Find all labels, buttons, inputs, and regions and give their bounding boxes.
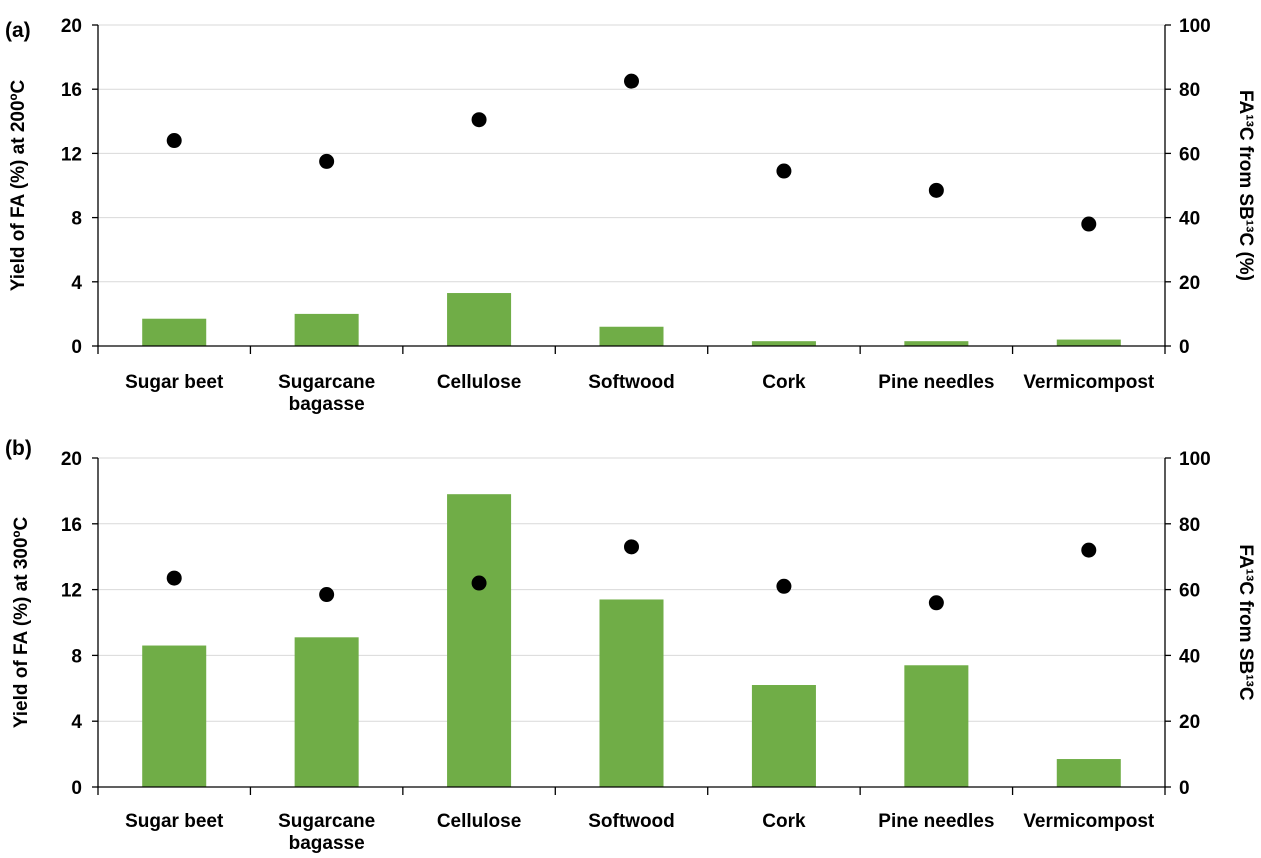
x-tick-label: Vermicompost: [1023, 811, 1155, 832]
x-tick-label-line: Cork: [762, 811, 806, 832]
scatter-point: [1081, 216, 1097, 232]
y-tick-label: 16: [61, 515, 82, 536]
y2-axis-title: FA¹³C from SB¹³C (%): [1235, 90, 1256, 281]
x-tick-label: Sugarcane bagasse: [278, 372, 375, 415]
bar: [599, 599, 664, 787]
y-tick-label: 0: [71, 337, 82, 358]
bar: [751, 685, 816, 787]
x-tick-label-line: Pine needles: [878, 811, 994, 832]
x-tick-label-line: Sugar beet: [125, 372, 224, 393]
x-tick-label: Softwood: [588, 372, 675, 393]
y2-tick-label: 40: [1179, 209, 1200, 230]
bar: [1056, 339, 1121, 346]
scatter-point: [319, 153, 335, 169]
scatter-point: [928, 182, 944, 198]
bar: [751, 341, 816, 346]
x-tick-label-line: Softwood: [588, 811, 675, 832]
scatter-point: [776, 163, 792, 179]
y2-tick-label: 20: [1179, 712, 1200, 733]
y-tick-label: 8: [71, 209, 82, 230]
x-tick-label-line: bagasse: [289, 394, 365, 415]
panel-label: (b): [5, 437, 32, 460]
x-tick-label-line: Pine needles: [878, 372, 994, 393]
y2-tick-label: 60: [1179, 144, 1200, 165]
y-tick-label: 20: [61, 449, 82, 470]
bar: [447, 293, 512, 346]
y-tick-label: 20: [61, 16, 82, 37]
y2-tick-label: 80: [1179, 515, 1200, 536]
x-tick-label-line: Cellulose: [437, 372, 521, 393]
y-axis-title: Yield of FA (%) at 200ºC: [8, 80, 29, 292]
scatter-point: [928, 595, 944, 611]
bar: [294, 313, 359, 346]
scatter-point: [1081, 542, 1097, 558]
y2-tick-label: 60: [1179, 581, 1200, 602]
x-tick-label: Sugar beet: [125, 372, 224, 393]
y-axis-title: Yield of FA (%) at 300ºC: [11, 517, 32, 729]
scatter-point: [471, 112, 487, 128]
bar: [1056, 759, 1121, 787]
y-tick-label: 0: [71, 778, 82, 799]
y-tick-label: 12: [61, 144, 82, 165]
bar: [294, 637, 359, 787]
scatter-point: [776, 578, 792, 594]
scatter-point: [319, 587, 335, 603]
bar: [142, 318, 207, 346]
y2-tick-label: 20: [1179, 273, 1200, 294]
x-tick-label-line: Vermicompost: [1023, 372, 1155, 393]
y-tick-label: 12: [61, 581, 82, 602]
scatter-point: [624, 539, 639, 555]
y2-tick-label: 100: [1179, 449, 1211, 470]
bar: [142, 645, 207, 787]
x-tick-label: Softwood: [588, 811, 675, 832]
x-tick-label: Sugarcane bagasse: [278, 811, 375, 854]
y2-tick-label: 0: [1179, 778, 1190, 799]
x-tick-label-line: Sugarcane: [278, 372, 375, 393]
bar: [904, 665, 969, 787]
bar: [599, 326, 664, 346]
x-tick-label: Sugar beet: [125, 811, 224, 832]
x-tick-label: Vermicompost: [1023, 372, 1155, 393]
x-tick-label-line: Sugar beet: [125, 811, 224, 832]
x-tick-label-line: Cellulose: [437, 811, 521, 832]
y2-axis-title: FA¹³C from SB¹³C: [1235, 544, 1256, 700]
y2-tick-label: 0: [1179, 337, 1190, 358]
x-tick-label: Cellulose: [437, 372, 521, 393]
y2-tick-label: 80: [1179, 80, 1200, 101]
bar: [904, 341, 969, 346]
y-tick-label: 4: [71, 712, 82, 733]
panel-a: 0 4 8 12 16 20 0 20 40 60 80 100 Sugar beet Sugarcane…: [5, 16, 1256, 415]
x-tick-label-line: Vermicompost: [1023, 811, 1155, 832]
scatter-point: [166, 570, 182, 586]
y2-tick-label: 100: [1179, 16, 1211, 37]
x-tick-label: Pine needles: [878, 372, 994, 393]
panel-label: (a): [5, 19, 31, 42]
bar: [447, 494, 512, 787]
x-tick-label-line: Cork: [762, 372, 806, 393]
x-tick-label: Cellulose: [437, 811, 521, 832]
panel-b: 0 4 8 12 16 20 0 20 40 60 80 100 Sugar beet Sugarcane…: [5, 437, 1256, 854]
y-tick-label: 8: [71, 646, 82, 667]
x-tick-label: Cork: [762, 372, 806, 393]
y-tick-label: 4: [71, 273, 82, 294]
x-tick-label-line: Softwood: [588, 372, 675, 393]
y2-tick-label: 40: [1179, 646, 1200, 667]
x-tick-label-line: bagasse: [289, 833, 365, 854]
scatter-point: [471, 575, 487, 591]
x-tick-label: Pine needles: [878, 811, 994, 832]
scatter-point: [166, 133, 182, 149]
x-tick-label-line: Sugarcane: [278, 811, 375, 832]
x-tick-label: Cork: [762, 811, 806, 832]
y-tick-label: 16: [61, 80, 82, 101]
scatter-point: [624, 73, 639, 89]
